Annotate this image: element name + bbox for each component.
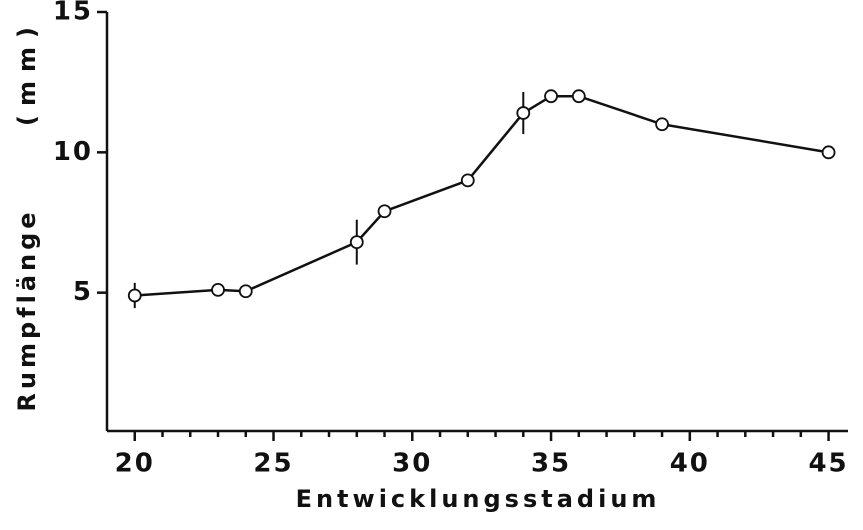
y-tick-label: 5 — [73, 277, 93, 307]
point — [238, 284, 253, 299]
x-tick-label: 45 — [808, 449, 848, 479]
x-tick-label: 35 — [531, 449, 571, 479]
point — [349, 235, 364, 250]
point — [127, 288, 142, 303]
x-tick-label: 20 — [115, 449, 155, 479]
x-tick-label: 25 — [253, 449, 293, 479]
y-axis-unit: (mm) — [13, 18, 41, 126]
x-tick-label: 40 — [670, 449, 710, 479]
y-axis-label: Rumpflänge — [13, 208, 41, 411]
point — [377, 204, 392, 219]
x-tick-label: 30 — [392, 449, 432, 479]
point — [211, 282, 225, 297]
point — [516, 106, 531, 120]
line — [134, 94, 829, 297]
point — [460, 173, 475, 188]
point — [655, 117, 669, 132]
point — [571, 89, 586, 104]
point — [821, 145, 836, 160]
point — [544, 89, 558, 104]
y-tick-label: 10 — [53, 137, 93, 167]
x-axis-label: Entwicklungsstadium — [296, 485, 661, 513]
y-tick-label: 15 — [53, 0, 93, 27]
